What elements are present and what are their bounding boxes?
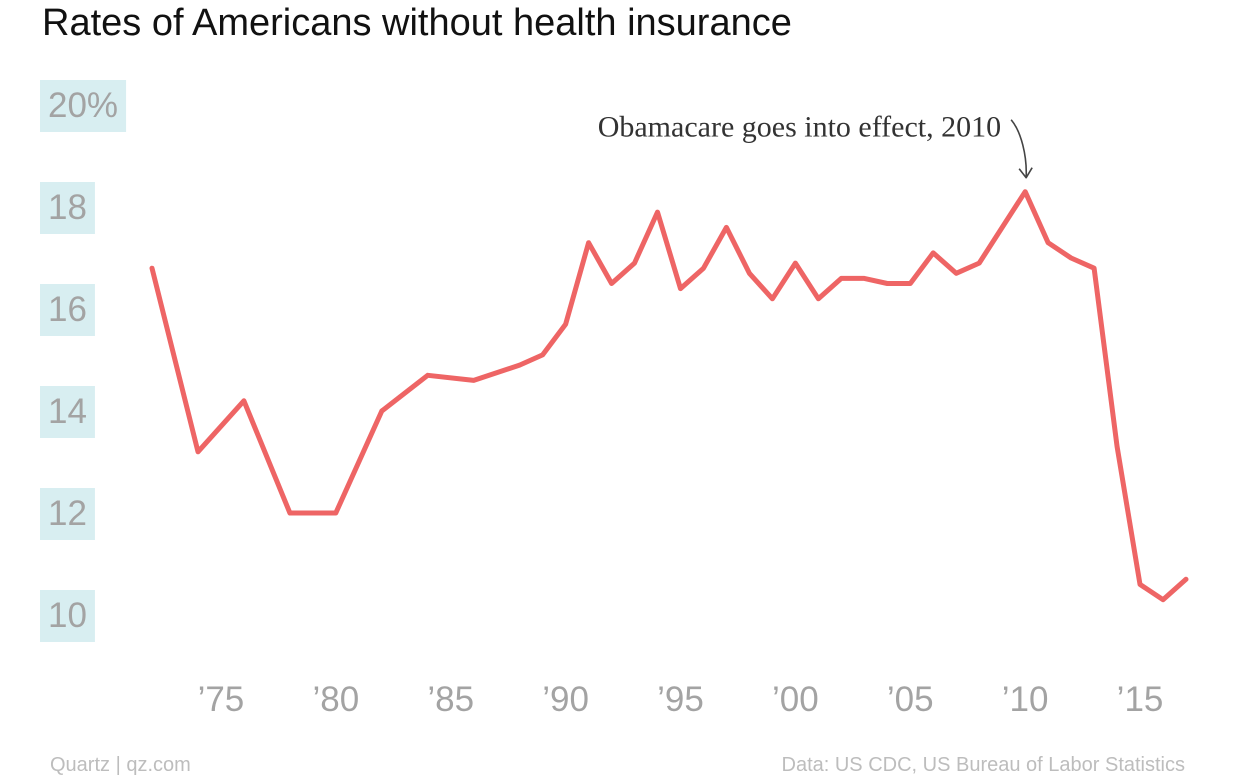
y-tick-background [40,488,95,540]
y-tick-background [40,590,95,642]
y-tick: 12 [40,488,95,540]
x-tick-label: ’95 [657,680,704,719]
annotation-layer: Obamacare goes into effect, 2010 [598,111,1033,179]
annotation-arrow [1010,119,1028,178]
footer-source-left: Quartz | qz.com [50,754,191,776]
y-tick: 14 [40,386,95,438]
y-tick-label: 18 [48,188,87,227]
y-tick-background [40,182,95,234]
y-tick-background [40,80,127,132]
y-axis: 20% 18 16 14 12 10 [40,80,127,642]
x-tick-label: ’80 [312,680,359,719]
x-tick-label: ’90 [542,680,589,719]
y-tick-background [40,284,95,336]
series-line [149,189,1189,603]
y-tick: 20% [40,80,127,132]
chart-title: Rates of Americans without health insura… [42,2,792,44]
x-tick-label: ’00 [772,680,819,719]
x-tick-label: ’75 [198,680,245,719]
annotation-label: Obamacare goes into effect, 2010 [598,111,1001,144]
y-tick-label: 14 [48,392,87,431]
x-tick-label: ’85 [427,680,474,719]
annotation-arrowhead [1018,167,1033,179]
y-tick-label: 20% [48,86,118,125]
x-axis: ’75 ’80 ’85 ’90 ’95 ’00 ’05 ’10 ’15 [198,680,1164,719]
x-tick-label: ’15 [1117,680,1164,719]
y-tick-label: 12 [48,494,87,533]
y-tick: 10 [40,590,95,642]
x-tick-label: ’10 [1002,680,1049,719]
y-tick: 16 [40,284,95,336]
y-tick-background [40,386,95,438]
y-tick: 18 [40,182,95,234]
series-layer [149,189,1189,603]
footer-source-right: Data: US CDC, US Bureau of Labor Statist… [782,754,1186,776]
x-tick-label: ’05 [887,680,934,719]
y-tick-label: 16 [48,290,87,329]
y-tick-label: 10 [48,596,87,635]
